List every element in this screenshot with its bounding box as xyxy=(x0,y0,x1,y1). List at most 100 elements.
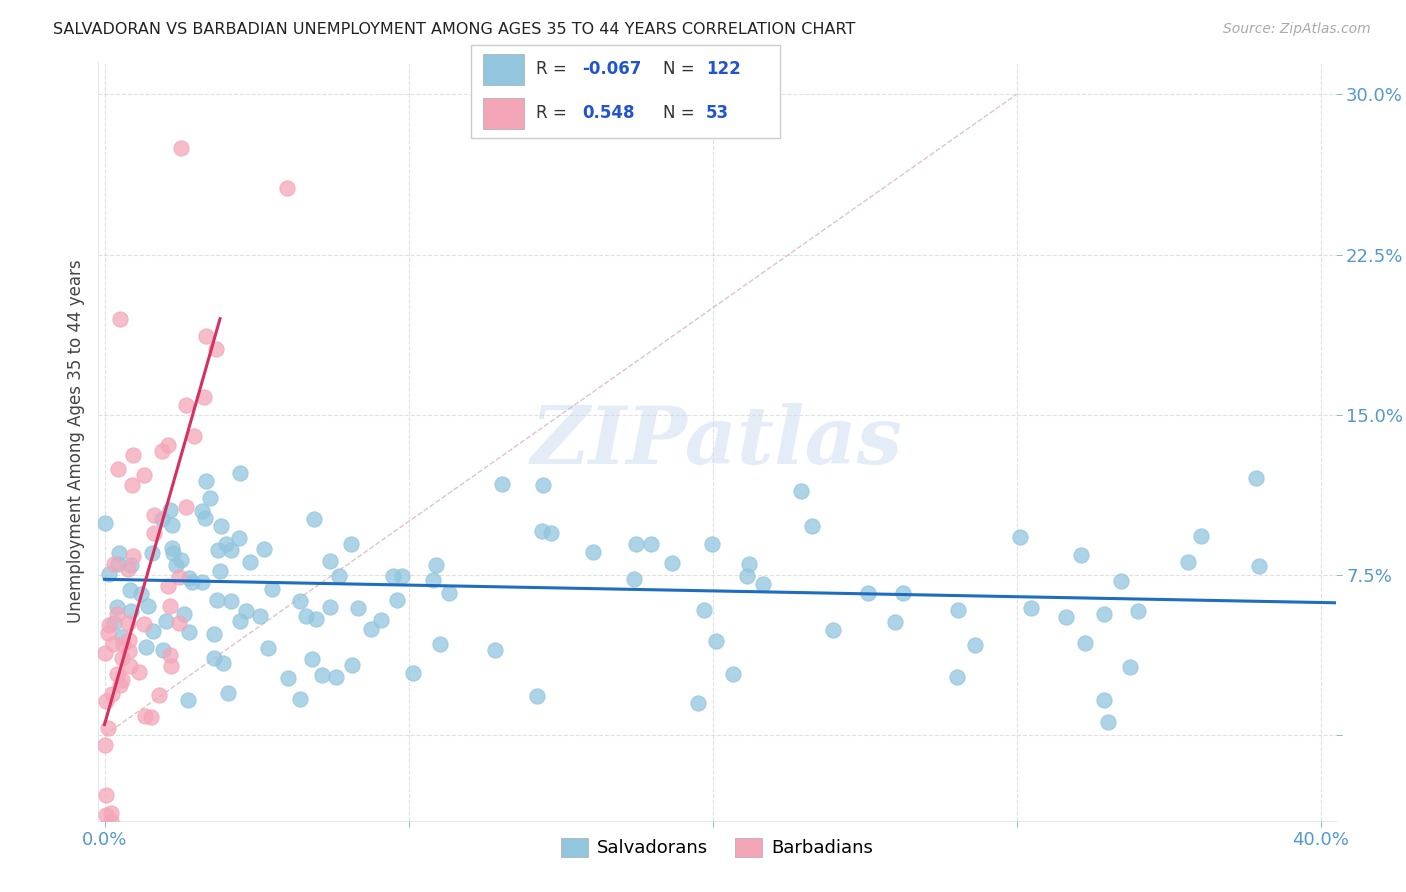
Point xyxy=(111,630,134,644)
Point xyxy=(212,657,235,671)
Point xyxy=(205,593,228,607)
Point xyxy=(1092,692,1115,706)
Point xyxy=(686,696,709,710)
Point xyxy=(121,478,143,492)
Point xyxy=(526,690,548,704)
Point xyxy=(122,448,145,462)
Point xyxy=(370,613,392,627)
Point xyxy=(160,659,183,673)
Point xyxy=(946,602,969,616)
Point xyxy=(260,582,283,596)
Point xyxy=(135,640,157,654)
Point xyxy=(1111,574,1133,589)
Point xyxy=(346,600,368,615)
Point xyxy=(277,671,299,685)
Point xyxy=(582,545,605,559)
Point xyxy=(208,564,231,578)
Point xyxy=(129,587,152,601)
Point xyxy=(141,546,163,560)
Point xyxy=(120,603,142,617)
Point xyxy=(134,467,156,482)
Point xyxy=(276,181,298,195)
Point xyxy=(177,625,200,640)
Point xyxy=(340,658,363,673)
Point xyxy=(422,573,444,587)
Text: N =: N = xyxy=(662,104,700,122)
Point xyxy=(174,398,197,412)
Point xyxy=(387,593,409,607)
Point xyxy=(148,688,170,702)
Point xyxy=(219,542,242,557)
Point xyxy=(159,648,181,662)
Point xyxy=(381,569,404,583)
Point xyxy=(257,641,280,656)
Point xyxy=(108,311,131,326)
Legend: Salvadorans, Barbadians: Salvadorans, Barbadians xyxy=(554,830,880,864)
Point xyxy=(311,667,333,681)
Point xyxy=(159,502,181,516)
Point xyxy=(93,646,115,660)
Point xyxy=(891,586,914,600)
Point xyxy=(96,807,118,822)
Point xyxy=(169,570,191,584)
Point xyxy=(946,670,969,684)
Point xyxy=(340,537,363,551)
Point xyxy=(253,541,276,556)
Point xyxy=(661,556,683,570)
Point xyxy=(97,626,120,640)
Point xyxy=(751,577,773,591)
Text: -0.067: -0.067 xyxy=(582,60,641,78)
Point xyxy=(103,637,125,651)
Point xyxy=(640,537,662,551)
Point xyxy=(1073,636,1095,650)
Point xyxy=(249,608,271,623)
Point xyxy=(174,500,197,514)
Point xyxy=(96,694,118,708)
Text: SALVADORAN VS BARBADIAN UNEMPLOYMENT AMONG AGES 35 TO 44 YEARS CORRELATION CHART: SALVADORAN VS BARBADIAN UNEMPLOYMENT AMO… xyxy=(53,22,856,37)
Text: R =: R = xyxy=(536,60,572,78)
Point xyxy=(1126,604,1149,618)
Point xyxy=(142,526,165,541)
Point xyxy=(704,634,727,648)
Point xyxy=(110,673,132,688)
Point xyxy=(325,670,347,684)
Point xyxy=(209,519,232,533)
Point xyxy=(1054,610,1077,624)
Point xyxy=(118,633,141,648)
Point xyxy=(94,516,117,530)
Point xyxy=(120,558,142,572)
Y-axis label: Unemployment Among Ages 35 to 44 years: Unemployment Among Ages 35 to 44 years xyxy=(66,260,84,624)
Point xyxy=(183,429,205,443)
Point xyxy=(100,806,122,821)
Point xyxy=(1097,714,1119,729)
Point xyxy=(112,637,135,651)
Point xyxy=(963,638,986,652)
Point xyxy=(156,579,179,593)
Point xyxy=(319,554,342,568)
Point xyxy=(103,616,125,631)
Point xyxy=(304,612,326,626)
Point xyxy=(150,512,173,526)
Point xyxy=(181,574,204,589)
Point xyxy=(108,546,131,560)
Point xyxy=(402,666,425,681)
Point xyxy=(205,342,228,356)
Point xyxy=(288,692,311,706)
Point xyxy=(142,624,165,638)
Point xyxy=(1244,471,1267,485)
Point xyxy=(215,537,238,551)
Point xyxy=(176,692,198,706)
Text: ZIPatlas: ZIPatlas xyxy=(531,403,903,480)
Point xyxy=(121,549,143,563)
Point xyxy=(150,444,173,458)
Point xyxy=(1189,529,1212,543)
Point xyxy=(238,555,260,569)
Point xyxy=(302,511,325,525)
Point xyxy=(437,586,460,600)
Point xyxy=(391,568,413,582)
Text: N =: N = xyxy=(662,60,700,78)
Point xyxy=(723,667,745,681)
Text: R =: R = xyxy=(536,104,572,122)
Point xyxy=(1019,601,1042,615)
Point xyxy=(165,558,187,572)
